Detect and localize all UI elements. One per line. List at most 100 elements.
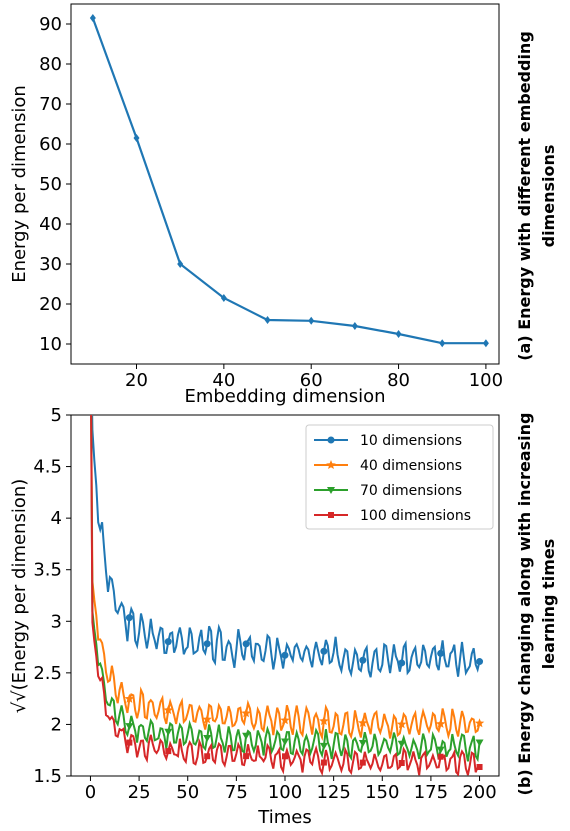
x-tick-label: 75 bbox=[225, 782, 248, 803]
caption-a-line2: dimensions bbox=[539, 145, 558, 248]
series-a bbox=[89, 14, 489, 348]
data-point-4 bbox=[320, 759, 327, 766]
x-axis-label-b: Times bbox=[257, 807, 311, 828]
ticks-b: 0 25 50 75 100 125 150 175 200 1.5 2 2.5 3 3.5 4 4.5 5 bbox=[33, 405, 496, 803]
y-tick-label: 90 bbox=[39, 14, 62, 35]
y-tick-label: 30 bbox=[39, 254, 62, 275]
y-tick-label: 60 bbox=[39, 134, 62, 155]
data-point-4 bbox=[437, 753, 444, 760]
data-point-4 bbox=[204, 753, 211, 760]
data-point bbox=[482, 339, 489, 348]
data-point-3 bbox=[397, 740, 406, 748]
legend-marker-2 bbox=[326, 460, 336, 469]
y-tick-label: 40 bbox=[39, 214, 62, 235]
data-point-4 bbox=[476, 764, 483, 771]
caption-b-line1: (b) Energy changing along with increasin… bbox=[515, 413, 534, 796]
data-point bbox=[308, 316, 315, 325]
data-point-1 bbox=[437, 649, 445, 657]
data-point-1 bbox=[242, 640, 250, 648]
data-point-2 bbox=[163, 705, 173, 715]
x-tick-label: 50 bbox=[176, 782, 199, 803]
x-axis-label-a: Embedding dimension bbox=[184, 386, 385, 407]
data-point-2 bbox=[319, 716, 329, 726]
data-point-3 bbox=[358, 740, 367, 748]
x-tick-label: 175 bbox=[414, 782, 448, 803]
data-point-1 bbox=[125, 614, 133, 622]
x-tick-label: 0 bbox=[85, 782, 96, 803]
data-point-3 bbox=[281, 738, 289, 746]
data-point-3 bbox=[436, 746, 445, 754]
data-point bbox=[220, 294, 227, 302]
y-tick-label: 5 bbox=[51, 405, 62, 426]
series-line-3 bbox=[90, 415, 481, 763]
data-point-4 bbox=[398, 759, 405, 766]
y-tick-label: 4.5 bbox=[33, 457, 62, 478]
data-point bbox=[264, 316, 271, 324]
x-tick-label: 200 bbox=[462, 782, 496, 803]
data-point-3 bbox=[203, 735, 212, 743]
y-tick-label: 3.5 bbox=[33, 560, 62, 581]
x-tick-label: 20 bbox=[125, 370, 148, 391]
legend-marker-1 bbox=[327, 436, 335, 444]
series-b bbox=[90, 415, 485, 776]
data-point-3 bbox=[164, 728, 173, 736]
plot-frame-a bbox=[70, 3, 500, 365]
y-tick-label: 1.5 bbox=[33, 766, 62, 787]
y-tick-label: 70 bbox=[39, 94, 62, 115]
legend-marker-3 bbox=[327, 487, 335, 494]
legend-box bbox=[305, 424, 494, 530]
data-point-2 bbox=[435, 718, 446, 728]
data-point-1 bbox=[164, 638, 172, 646]
x-tick-label: 100 bbox=[469, 370, 503, 391]
legend-label-2: 40 dimensions bbox=[360, 458, 462, 474]
data-point bbox=[395, 330, 402, 338]
y-tick-label: 50 bbox=[39, 174, 62, 195]
x-tick-label: 40 bbox=[212, 370, 235, 391]
data-point-4 bbox=[165, 748, 172, 755]
data-point-1 bbox=[359, 656, 367, 664]
legend-marker-4 bbox=[328, 512, 334, 518]
data-point-4 bbox=[282, 753, 288, 760]
data-point-4 bbox=[243, 753, 250, 760]
chart-energy-vs-times: 0 25 50 75 100 125 150 175 200 1.5 2 2.5 3 3.5 4 4.5 5 1… bbox=[9, 405, 558, 828]
y-axis-label-a: Energy per dimension bbox=[9, 85, 30, 283]
data-point-2 bbox=[280, 715, 290, 725]
data-point bbox=[177, 260, 184, 268]
data-point-3 bbox=[125, 723, 134, 731]
data-point-2 bbox=[124, 693, 135, 703]
data-point-1 bbox=[203, 640, 211, 648]
x-tick-label: 100 bbox=[268, 782, 302, 803]
x-tick-label: 60 bbox=[300, 370, 323, 391]
data-point-2 bbox=[358, 717, 368, 727]
data-point-2 bbox=[397, 719, 407, 729]
y-tick-label: 80 bbox=[39, 54, 62, 75]
data-point-1 bbox=[320, 647, 328, 655]
data-point bbox=[133, 134, 140, 142]
y-axis-label-b: √√(Energy per dimension) bbox=[9, 479, 30, 714]
data-point-2 bbox=[241, 708, 251, 718]
x-tick-label: 125 bbox=[316, 782, 350, 803]
data-point bbox=[89, 14, 96, 22]
caption-a-line1: (a) Energy with different embedding bbox=[515, 31, 534, 361]
x-tick-label: 80 bbox=[387, 370, 410, 391]
x-tick-label: 25 bbox=[128, 782, 151, 803]
legend-b: 10 dimensions 40 dimensions 70 dimensions 1… bbox=[305, 424, 494, 530]
legend-label-3: 70 dimensions bbox=[360, 483, 462, 499]
chart-energy-vs-dimension: 20 40 60 80 100 10 20 30 40 50 60 70 80 90 Embedding … bbox=[9, 3, 558, 407]
y-tick-label: 20 bbox=[39, 294, 62, 315]
data-point bbox=[439, 339, 446, 348]
ticks-a: 20 40 60 80 100 10 20 30 40 50 60 70 80 90 bbox=[39, 14, 503, 391]
x-tick-label: 150 bbox=[365, 782, 399, 803]
data-point-2 bbox=[202, 714, 212, 724]
data-point-4 bbox=[359, 759, 366, 766]
data-point-1 bbox=[476, 658, 484, 666]
caption-b-line2: learning times bbox=[539, 539, 558, 670]
legend-label-4: 100 dimensions bbox=[360, 508, 471, 524]
y-tick-label: 2.5 bbox=[33, 663, 62, 684]
y-tick-label: 4 bbox=[51, 508, 62, 529]
y-tick-label: 3 bbox=[51, 611, 62, 632]
data-point-2 bbox=[474, 718, 485, 728]
data-point bbox=[351, 322, 358, 330]
data-point-1 bbox=[281, 651, 289, 659]
series-line-energy bbox=[91, 17, 486, 345]
